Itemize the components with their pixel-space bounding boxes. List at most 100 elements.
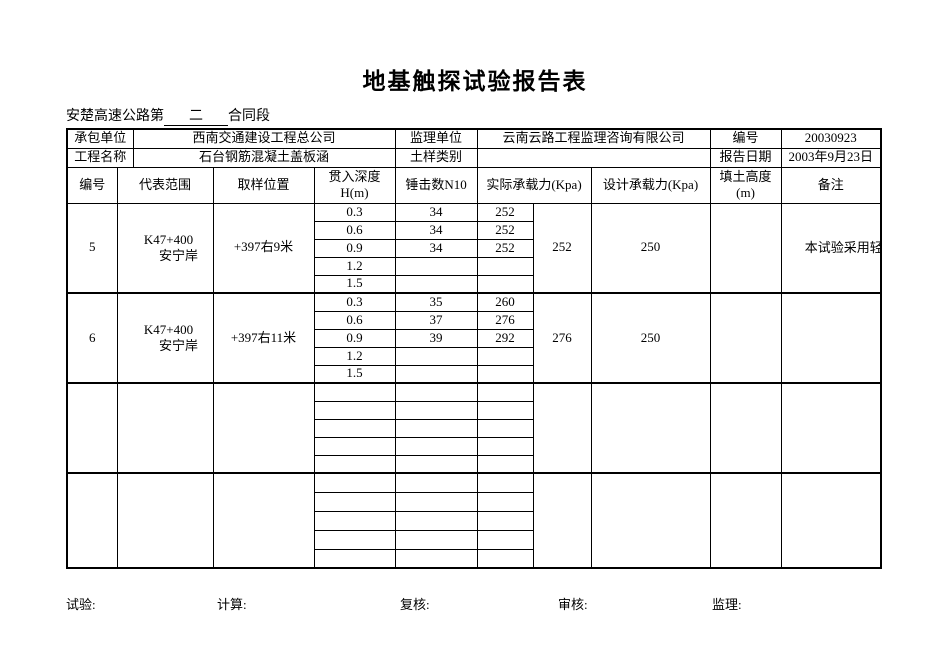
col-header-remark: 备注 [780,166,882,204]
col-header-id: 编号 [66,166,118,204]
cell-value [476,346,534,366]
cell-depth [313,510,396,531]
signature-label-test: 试验: [66,597,96,612]
cell-design [590,472,711,569]
cell-value [476,510,534,531]
cell-hammer: 34 [394,220,478,240]
cell-depth: 0.3 [313,292,396,312]
table-row: 0.6 37 276 [67,310,881,330]
cell-value [476,400,534,420]
cell-hammer [394,529,478,550]
cell-location: +397右9米 [212,202,315,294]
cell-fill [709,382,782,474]
col-header-location: 取样位置 [212,166,315,204]
cell-depth: 0.3 [313,202,396,222]
cell-hammer [394,256,478,276]
cell-location [212,472,315,569]
cell-value [476,418,534,438]
col-header-hammer: 锤击数N10 [394,166,478,204]
cell-depth: 0.9 [313,328,396,348]
cell-depth [313,400,396,420]
cell-hammer: 37 [394,310,478,330]
contract-section-line: 安楚高速公路第 二 合同段 [66,105,270,126]
cell-remark [780,472,882,569]
cell-value [476,491,534,512]
signature-label-supervise: 监理: [712,597,742,612]
cell-actual: 276 [532,292,592,384]
table-row: 1.5 [67,364,881,384]
cell-hammer [394,274,478,294]
page-title: 地基触探试验报告表 [362,69,588,94]
cell-value [476,274,534,294]
cell-hammer [394,364,478,384]
cell-actual [532,382,592,474]
cell-hammer [394,472,478,493]
cell-remark [780,382,882,474]
col-header-range: 代表范围 [116,166,214,204]
cell-depth: 1.5 [313,364,396,384]
cell-depth: 0.6 [313,310,396,330]
col-header-fill: 填土高度 (m) [709,166,782,204]
cell-range: K47+400 安宁岸 [116,202,214,294]
table-row: 0.9 34 252 [67,238,881,258]
cell-id [66,472,118,569]
report-date-label: 报告日期 [709,147,782,168]
cell-design [590,382,711,474]
cell-value [476,454,534,474]
cell-design: 250 [590,292,711,384]
cell-hammer [394,436,478,456]
cell-hammer [394,418,478,438]
signature-label-review: 审核: [558,597,588,612]
cell-depth: 1.2 [313,256,396,276]
penetration-test-table: 承包单位 西南交通建设工程总公司 监理单位 云南云路工程监理咨询有限公司 编号 … [66,128,883,569]
cell-value: 252 [476,202,534,222]
cell-value [476,256,534,276]
table-row [67,400,881,420]
cell-range: K47+400 安宁岸 [116,292,214,384]
table-row [67,548,881,569]
cell-depth [313,491,396,512]
cell-actual: 252 [532,202,592,294]
table-row: 1.2 [67,346,881,366]
cell-value [476,382,534,402]
signature-line: 试验: 计算: 复核: 审核: 监理: [66,594,880,614]
cell-hammer [394,510,478,531]
cell-depth [313,418,396,438]
cell-location: +397右11米 [212,292,315,384]
cell-hammer: 34 [394,202,478,222]
cell-id: 5 [66,202,118,294]
cell-value: 260 [476,292,534,312]
cell-depth [313,382,396,402]
table-row [66,382,882,474]
table-row [67,510,881,531]
cell-value: 252 [476,238,534,258]
table-row: 1.5 [67,274,881,294]
cell-value [476,436,534,456]
cell-depth: 0.9 [313,238,396,258]
table-row: 6 K47+400 安宁岸 +397右11米 0.3 35 260 276 25… [66,292,882,384]
cell-hammer [394,346,478,366]
cell-depth [313,548,396,569]
contract-section-number: 二 [164,105,228,126]
cell-id [66,382,118,474]
info-row-2: 工程名称 石台钢筋混凝土盖板涵 土样类别 报告日期 2003年9月23日 [66,147,882,168]
cell-fill [709,472,782,569]
signature-label-recheck: 复核: [400,597,430,612]
contractor-label: 承包单位 [66,128,134,149]
cell-depth: 1.2 [313,346,396,366]
cell-design: 250 [590,202,711,294]
cell-actual [532,472,592,569]
signature-label-calculate: 计算: [217,597,247,612]
cell-value: 252 [476,220,534,240]
report-no-value: 20030923 [780,128,882,149]
supervisor-label: 监理单位 [394,128,478,149]
col-header-actual: 实际承载力(Kpa) [476,166,592,204]
cell-hammer: 35 [394,292,478,312]
cell-hammer [394,454,478,474]
cell-hammer [394,548,478,569]
report-date-value: 2003年9月23日 [780,147,882,168]
cell-value [476,364,534,384]
cell-hammer: 39 [394,328,478,348]
cell-value [476,529,534,550]
